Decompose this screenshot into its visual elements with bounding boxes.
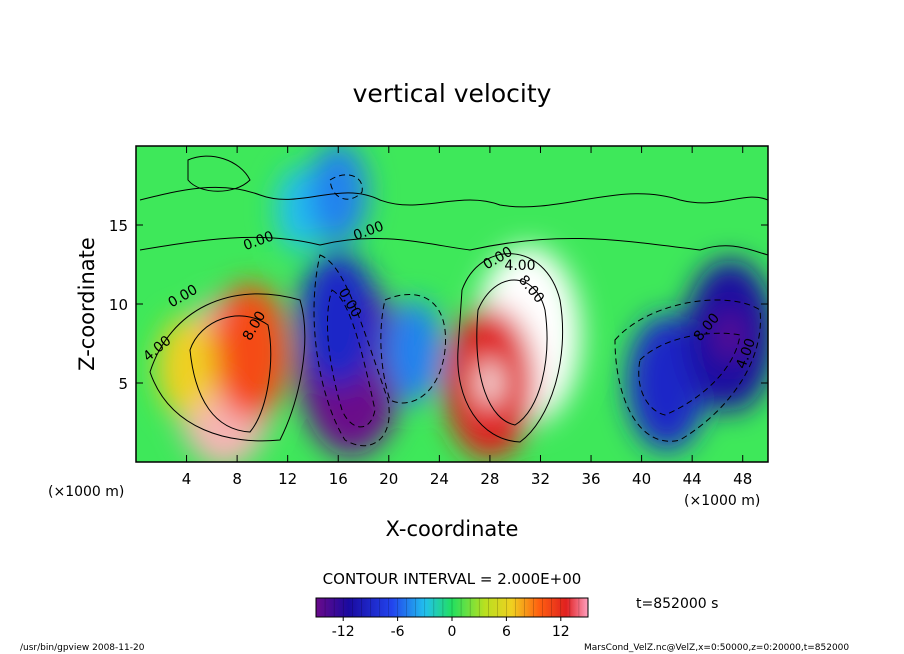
y-tick-label: 5 — [118, 375, 128, 393]
contour-label: 4.00 — [504, 258, 535, 274]
colorbar: -12 -6 0 6 12 — [315, 597, 589, 640]
field-cell-core — [479, 361, 500, 405]
colorbar-tick-label: 12 — [552, 624, 570, 640]
x-axis: 4 8 12 16 20 24 28 32 36 40 44 48 — [182, 146, 752, 488]
contour-line — [638, 332, 741, 416]
x-tick-label: 4 — [182, 470, 192, 488]
contour-line — [380, 293, 447, 404]
time-label: t=852000 s — [636, 596, 718, 612]
x-unit-left: (×1000 m) — [48, 484, 124, 500]
y-axis-label: Z-coordinate — [75, 237, 99, 371]
footer-right: MarsCond_VelZ.nc@VelZ,x=0:50000,z=0:2000… — [584, 643, 849, 653]
x-tick-label: 24 — [430, 470, 449, 488]
field-cell — [384, 300, 444, 403]
x-tick-label: 20 — [379, 470, 398, 488]
chart-title: vertical velocity — [353, 79, 552, 108]
colorbar-tick-label: -12 — [332, 624, 355, 640]
y-axis: 5 10 15 — [109, 217, 768, 393]
contour-line — [313, 254, 390, 447]
contour-line — [139, 236, 768, 256]
colorbar-tick-label: 0 — [448, 624, 457, 640]
x-tick-label: 12 — [278, 470, 297, 488]
contour-line — [614, 299, 761, 442]
plot-area: 4.008.000.000.000.000.004.008.000.008.00… — [135, 145, 769, 463]
colorbar-tick-label: 6 — [502, 624, 511, 640]
contour-interval: CONTOUR INTERVAL = 2.000E+00 — [323, 570, 582, 588]
contour-line — [187, 155, 251, 192]
field-cell — [209, 283, 290, 420]
x-tick-label: 48 — [733, 470, 752, 488]
contour-lines — [139, 155, 768, 447]
x-tick-label: 28 — [480, 470, 499, 488]
field-cell — [298, 251, 379, 388]
x-unit-right: (×1000 m) — [684, 493, 760, 509]
contour-line — [149, 293, 306, 442]
contour-line — [476, 279, 548, 426]
field-cell — [156, 316, 217, 419]
footer-left: /usr/bin/gpview 2008-11-20 — [20, 643, 145, 653]
x-axis-label: X-coordinate — [386, 517, 519, 541]
y-tick-label: 10 — [109, 296, 128, 314]
x-tick-label: 32 — [531, 470, 550, 488]
x-tick-label: 16 — [329, 470, 348, 488]
x-tick-label: 44 — [683, 470, 702, 488]
x-tick-label: 36 — [581, 470, 600, 488]
contour-line — [139, 186, 768, 208]
contour-line — [329, 174, 363, 200]
colorbar-tick-label: -6 — [391, 624, 405, 640]
x-tick-label: 40 — [632, 470, 651, 488]
contour-line — [457, 253, 564, 443]
contour-line — [326, 289, 376, 428]
contour-line — [189, 315, 272, 433]
x-tick-label: 8 — [232, 470, 242, 488]
field-cell-core — [720, 313, 741, 358]
y-tick-label: 15 — [109, 217, 128, 235]
field-cell — [308, 146, 368, 245]
